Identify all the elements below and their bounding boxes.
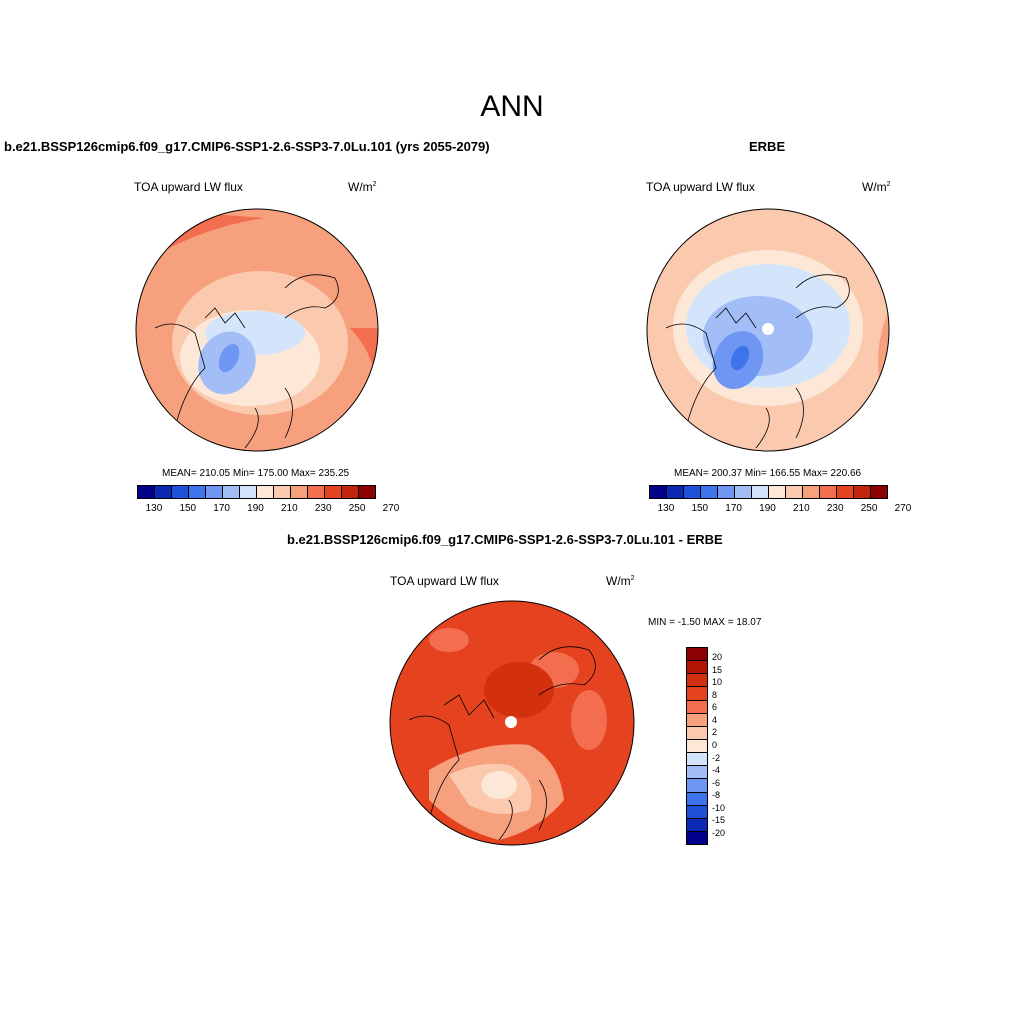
colorbar-swatch bbox=[837, 486, 854, 498]
colorbar-swatch bbox=[240, 486, 257, 498]
colorbar-swatch bbox=[359, 486, 375, 498]
colorbar-swatch bbox=[172, 486, 189, 498]
colorbar-tick-label: 210 bbox=[281, 503, 298, 514]
panel2-colorbar bbox=[649, 485, 888, 499]
colorbar-tick-label: -10 bbox=[712, 802, 726, 813]
colorbar-tick-label: 170 bbox=[213, 503, 230, 514]
colorbar-tick-label: 150 bbox=[691, 503, 709, 514]
colorbar-tick-label: -8 bbox=[712, 790, 721, 801]
panel1-variable-label: TOA upward LW flux bbox=[134, 180, 243, 194]
colorbar-tick-label: -15 bbox=[712, 815, 726, 826]
panel2-colorbar-ticks: 130 150 170 190 210 230 250 270 bbox=[649, 503, 912, 515]
panel1-title: b.e21.BSSP126cmip6.f09_g17.CMIP6-SSP1-2.… bbox=[4, 139, 490, 154]
colorbar-swatch bbox=[687, 674, 707, 688]
colorbar-tick-label: -6 bbox=[712, 777, 721, 788]
colorbar-swatch bbox=[687, 792, 707, 806]
colorbar-swatch bbox=[769, 486, 786, 498]
panel1-units: W/m2 bbox=[348, 180, 377, 194]
colorbar-tick-label: 250 bbox=[348, 503, 366, 514]
colorbar-swatch bbox=[687, 687, 707, 701]
colorbar-swatch bbox=[687, 739, 707, 754]
panel2-title: ERBE bbox=[749, 139, 786, 154]
colorbar-tick-label: 190 bbox=[759, 503, 776, 514]
colorbar-tick-label: 270 bbox=[894, 503, 912, 514]
colorbar-swatch bbox=[687, 713, 707, 727]
colorbar-swatch bbox=[189, 486, 206, 498]
panel3-title: b.e21.BSSP126cmip6.f09_g17.CMIP6-SSP1-2.… bbox=[287, 532, 723, 547]
colorbar-swatch bbox=[684, 486, 701, 498]
panel3-colorbar bbox=[686, 647, 708, 845]
colorbar-swatch bbox=[786, 486, 803, 498]
colorbar-swatch bbox=[854, 486, 871, 498]
colorbar-tick-label: 10 bbox=[712, 677, 723, 688]
colorbar-swatch bbox=[687, 805, 707, 819]
colorbar-tick-label: 130 bbox=[145, 503, 163, 514]
colorbar-swatch bbox=[325, 486, 342, 498]
colorbar-swatch bbox=[687, 753, 707, 767]
colorbar-tick-label: -2 bbox=[712, 752, 721, 763]
colorbar-swatch bbox=[274, 486, 291, 498]
panel3-colorbar-ticks: 20 15 10 8 6 4 2 0 -2 -4 -6 -8 -10 -15 -20 bbox=[712, 647, 752, 843]
colorbar-swatch bbox=[687, 648, 707, 662]
colorbar-tick-label: -4 bbox=[712, 765, 721, 776]
colorbar-swatch bbox=[718, 486, 735, 498]
panel1-colorbar bbox=[137, 485, 376, 499]
colorbar-swatch bbox=[701, 486, 718, 498]
colorbar-swatch bbox=[803, 486, 820, 498]
colorbar-tick-label: 2 bbox=[712, 727, 718, 738]
colorbar-tick-label: 6 bbox=[712, 702, 718, 713]
colorbar-swatch bbox=[687, 831, 707, 845]
panel2-stats: MEAN= 200.37 Min= 166.55 Max= 220.66 bbox=[674, 468, 862, 479]
colorbar-tick-label: 230 bbox=[826, 503, 844, 514]
colorbar-swatch bbox=[687, 726, 707, 740]
colorbar-tick-label: 150 bbox=[179, 503, 197, 514]
panel1-colorbar-ticks: 130 150 170 190 210 230 250 270 bbox=[137, 503, 400, 515]
colorbar-swatch bbox=[687, 766, 707, 780]
colorbar-swatch bbox=[687, 661, 707, 675]
main-title: ANN bbox=[480, 90, 544, 123]
colorbar-tick-label: 170 bbox=[725, 503, 742, 514]
colorbar-swatch bbox=[667, 486, 684, 498]
panel3-polar-map bbox=[389, 600, 635, 846]
panel2-variable-label: TOA upward LW flux bbox=[646, 180, 755, 194]
panel1-stats: MEAN= 210.05 Min= 175.00 Max= 235.25 bbox=[162, 468, 350, 479]
colorbar-swatch bbox=[342, 486, 359, 498]
colorbar-tick-label: 20 bbox=[712, 652, 723, 663]
panel2-units: W/m2 bbox=[862, 180, 891, 194]
colorbar-swatch bbox=[650, 486, 667, 498]
colorbar-tick-label: 190 bbox=[247, 503, 264, 514]
colorbar-swatch bbox=[687, 700, 707, 714]
panel2-polar-map bbox=[646, 208, 890, 452]
panel1-polar-map bbox=[135, 208, 379, 452]
colorbar-swatch bbox=[257, 486, 274, 498]
panel3-units: W/m2 bbox=[606, 574, 635, 588]
colorbar-swatch bbox=[735, 486, 752, 498]
colorbar-swatch bbox=[206, 486, 223, 498]
colorbar-tick-label: 130 bbox=[657, 503, 675, 514]
colorbar-swatch bbox=[223, 486, 240, 498]
colorbar-tick-label: -20 bbox=[712, 827, 726, 838]
colorbar-tick-label: 0 bbox=[712, 740, 718, 750]
colorbar-swatch bbox=[752, 486, 769, 498]
colorbar-swatch bbox=[138, 486, 155, 498]
colorbar-swatch bbox=[155, 486, 172, 498]
colorbar-tick-label: 15 bbox=[712, 664, 723, 675]
colorbar-tick-label: 4 bbox=[712, 714, 718, 725]
colorbar-swatch bbox=[871, 486, 887, 498]
colorbar-tick-label: 210 bbox=[793, 503, 810, 514]
colorbar-tick-label: 8 bbox=[712, 689, 718, 700]
colorbar-swatch bbox=[820, 486, 837, 498]
panel3-stats: MIN = -1.50 MAX = 18.07 bbox=[648, 617, 762, 628]
colorbar-swatch bbox=[687, 818, 707, 832]
colorbar-swatch bbox=[687, 779, 707, 793]
panel3-variable-label: TOA upward LW flux bbox=[390, 574, 499, 588]
colorbar-tick-label: 270 bbox=[382, 503, 400, 514]
colorbar-swatch bbox=[291, 486, 308, 498]
colorbar-tick-label: 230 bbox=[314, 503, 332, 514]
colorbar-tick-label: 250 bbox=[860, 503, 878, 514]
colorbar-swatch bbox=[308, 486, 325, 498]
